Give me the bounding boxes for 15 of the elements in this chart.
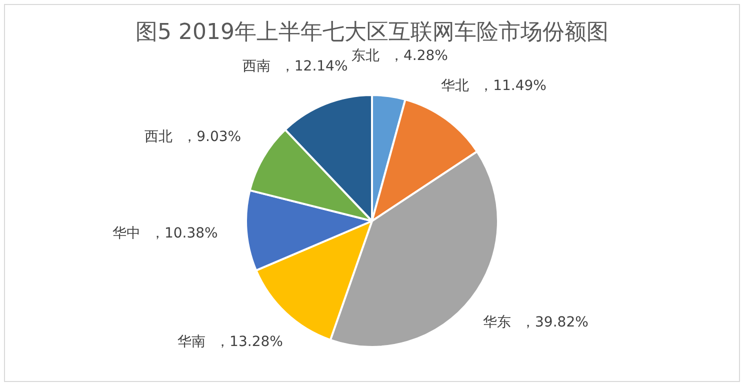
data-label: ，11.49%	[479, 78, 546, 94]
slice-label: 华南	[178, 334, 206, 350]
data-label: ，12.14%	[280, 58, 348, 74]
data-label: ，39.82%	[521, 314, 588, 331]
slice-label: 东北	[351, 48, 380, 64]
slice-label: 华东	[483, 314, 512, 331]
slice-label: 西南	[242, 58, 270, 74]
data-label: ，4.28%	[389, 48, 448, 64]
slice-label: 华北	[441, 78, 470, 94]
slice-label: 西北	[144, 128, 173, 145]
chart-title: 图5 2019年上半年七大区互联网车险市场份额图	[134, 19, 610, 47]
data-label: ，10.38%	[150, 226, 218, 242]
slice-label: 华中	[112, 226, 140, 242]
data-label: ，13.28%	[216, 334, 283, 350]
data-label: ，9.03%	[182, 128, 242, 145]
